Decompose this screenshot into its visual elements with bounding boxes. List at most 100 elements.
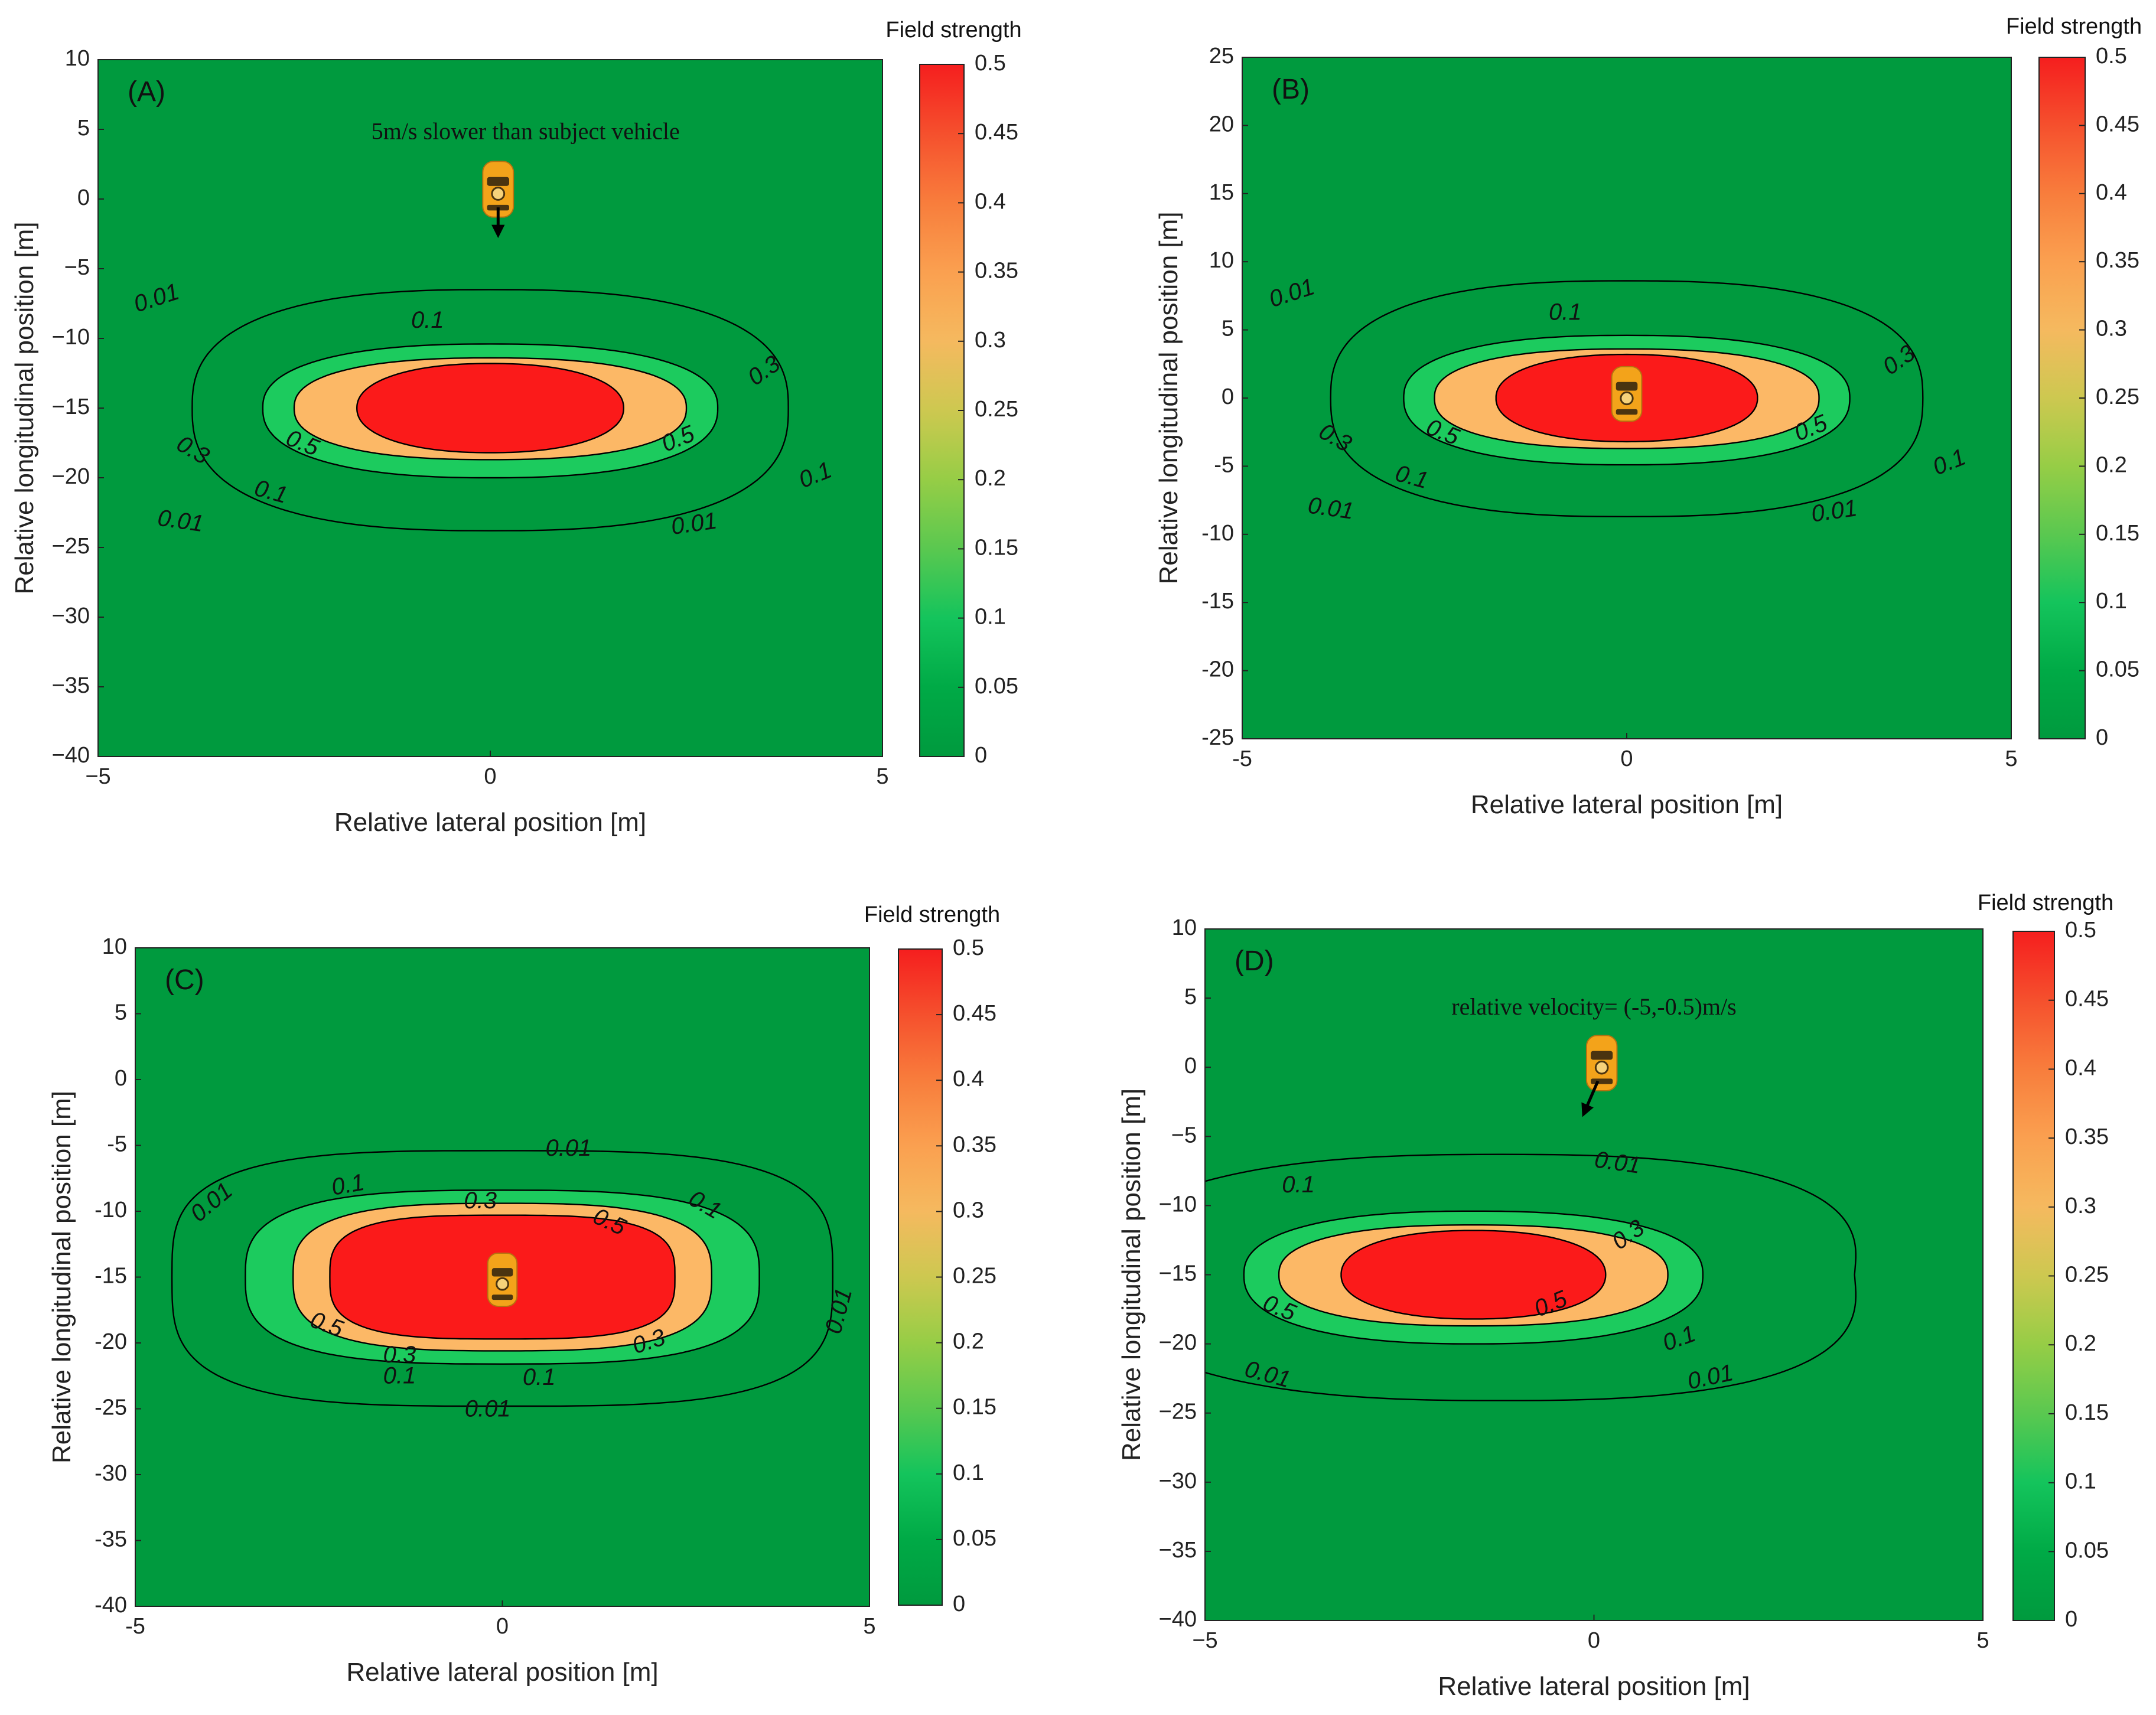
vehicle-windshield: [1616, 382, 1638, 391]
contour-label: 0.1: [383, 1363, 416, 1389]
panel-label: (A): [128, 76, 165, 107]
colorbar-tick-label: 0.4: [2096, 180, 2127, 205]
colorbar-tick-label: 0.3: [953, 1198, 984, 1222]
y-tick-label: −35: [1159, 1538, 1197, 1563]
vehicle-rear-window: [1616, 409, 1638, 415]
y-tick-label: −10: [1159, 1192, 1197, 1217]
x-axis-title: Relative lateral position [m]: [1438, 1672, 1750, 1701]
colorbar-tick-label: 0.3: [2096, 317, 2127, 341]
colorbar: 0.5 0.45 0.4 0.35 0.3 0.25 0.2 0.15 0.1 0.05 0 Fiel…: [2006, 14, 2142, 750]
colorbar-tick-label: 0.05: [2096, 657, 2139, 682]
colorbar-tick-label: 0.5: [975, 51, 1006, 76]
y-tick-label: −15: [1159, 1261, 1197, 1286]
velocity-arrow: [491, 207, 505, 239]
x-tick-label: 5: [863, 1614, 875, 1639]
contour-0-5: [1340, 1230, 1607, 1320]
colorbar-tick-label: 0.15: [975, 535, 1018, 560]
contour-label: 0.01: [1306, 493, 1355, 524]
colorbar-title: Field strength: [2006, 14, 2142, 39]
colorbar-tick-label: 0.45: [2065, 987, 2109, 1012]
y-tick-label: -5: [107, 1132, 127, 1157]
y-tick-label: 0: [115, 1066, 127, 1091]
colorbar: 0.5 0.45 0.4 0.35 0.3 0.25 0.2 0.15 0.1 0.05 0 Fiel…: [1978, 891, 2113, 1632]
y-axis-title: Relative longitudinal position [m]: [47, 1091, 76, 1463]
y-tick-label: 5: [115, 1000, 127, 1025]
y-tick-label: 10: [1172, 915, 1197, 940]
y-tick-label: 0: [1184, 1054, 1197, 1078]
colorbar-tick-label: 0: [953, 1592, 965, 1616]
colorbar-tick-label: 0.4: [2065, 1055, 2096, 1080]
colorbar-tick-label: 0.35: [975, 259, 1018, 283]
panel-a: 0.010.01 0.010.10.10.10.30.3 0.5 0.55m/s sl…: [10, 18, 1022, 837]
colorbar-tick-label: 0: [2065, 1607, 2077, 1632]
colorbar-tick-label: 0.5: [953, 935, 984, 960]
x-tick-label: 0: [484, 764, 496, 789]
contour-label: 0.01: [156, 505, 205, 537]
colorbar-tick-label: 0.35: [2065, 1124, 2109, 1149]
x-axis-title: Relative lateral position [m]: [346, 1658, 658, 1687]
y-tick-label: 5: [1184, 984, 1197, 1009]
y-tick-label: -10: [1201, 521, 1234, 546]
y-tick-label: −25: [52, 534, 90, 559]
y-tick-label: -10: [95, 1198, 127, 1222]
field-contours: 0.010.01 0.010.10.10.30.5 0.5: [1205, 1147, 1857, 1401]
colorbar-tick-label: 0.2: [2065, 1331, 2096, 1356]
panel-label: (C): [165, 964, 204, 996]
colorbar-tick-label: 0.1: [975, 605, 1006, 630]
colorbar-tick-label: 0.1: [2065, 1469, 2096, 1494]
colorbar-tick-label: 0.3: [975, 328, 1006, 353]
colorbar-tick-label: 0.4: [953, 1067, 984, 1091]
vehicle-windshield: [491, 1268, 513, 1277]
y-tick-label: -35: [95, 1527, 127, 1552]
y-tick-label: 0: [77, 185, 90, 210]
y-tick-label: -40: [95, 1593, 127, 1618]
y-tick-label: −20: [1159, 1331, 1197, 1355]
y-tick-label: −40: [1159, 1607, 1197, 1632]
colorbar-tick-label: 0.25: [2096, 384, 2139, 409]
velocity-arrow-head: [491, 224, 505, 239]
vehicle-driver: [491, 187, 506, 201]
vehicle-windshield: [1591, 1051, 1613, 1060]
contour-label: 0.01: [1593, 1147, 1642, 1179]
x-tick-label: 0: [1588, 1628, 1600, 1653]
colorbar-tick-label: 0.15: [953, 1395, 996, 1420]
panel-label: (B): [1272, 74, 1310, 105]
vehicle-rear-window: [491, 1295, 513, 1300]
colorbar-tick-label: 0.5: [2096, 44, 2127, 69]
vehicle-windshield: [487, 177, 509, 186]
contour-label: 0.01: [669, 508, 718, 540]
x-tick-label: −5: [1192, 1628, 1217, 1653]
y-tick-label: −30: [52, 604, 90, 628]
x-tick-label: -5: [1232, 746, 1252, 771]
colorbar-tick-label: 0.25: [2065, 1263, 2109, 1287]
colorbar-title: Field strength: [864, 902, 1000, 927]
colorbar-tick-label: 0.05: [2065, 1538, 2109, 1563]
contour-label: 0.3: [383, 1342, 416, 1368]
contour-label: 0.01: [1810, 495, 1859, 527]
y-tick-label: -15: [1201, 589, 1234, 614]
x-tick-label: 5: [2005, 746, 2017, 771]
colorbar-tick-label: 0.3: [2065, 1194, 2096, 1218]
colorbar-title: Field strength: [885, 18, 1021, 43]
field-contours: 0.010.01 0.010.10.10.10.30.3 0.5 0.5: [131, 279, 835, 540]
colorbar-tick-label: 0.05: [975, 674, 1018, 699]
colorbar-tick-label: 0: [975, 743, 987, 768]
colorbar-tick-label: 0.15: [2065, 1400, 2109, 1425]
colorbar-gradient: [919, 64, 965, 757]
x-axis-title: Relative lateral position [m]: [334, 808, 646, 837]
colorbar-tick-label: 0: [2096, 725, 2108, 750]
x-tick-label: −5: [85, 764, 110, 789]
y-tick-label: 10: [65, 46, 90, 71]
y-tick-label: −20: [52, 464, 90, 489]
colorbar-tick-label: 0.1: [2096, 589, 2127, 614]
y-tick-label: -20: [1201, 657, 1234, 682]
colorbar-title: Field strength: [1978, 891, 2113, 915]
colorbar-gradient: [2038, 57, 2086, 739]
y-tick-label: 10: [102, 934, 127, 959]
y-tick-label: 5: [77, 116, 90, 141]
colorbar-tick-label: 0.45: [975, 120, 1018, 145]
colorbar-gradient: [2012, 931, 2055, 1621]
y-tick-label: -25: [95, 1396, 127, 1420]
